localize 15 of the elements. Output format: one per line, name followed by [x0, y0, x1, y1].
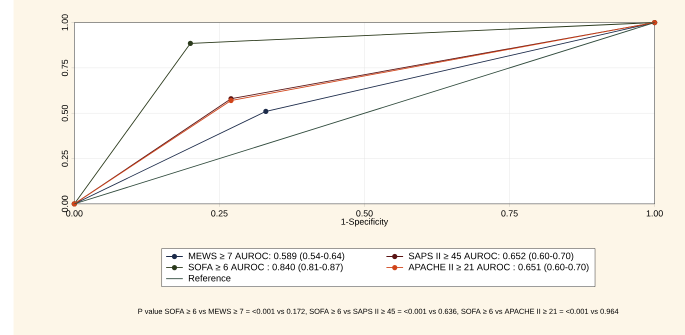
x-tick-label: 1.00 — [646, 210, 663, 216]
x-tick-label: 0.50 — [356, 210, 373, 216]
legend-label: Reference — [188, 274, 231, 282]
y-tick-label: 0.25 — [62, 150, 68, 167]
x-axis-title: 1-Specificity — [341, 218, 388, 226]
legend-label: MEWS ≥ 7 AUROC: 0.589 (0.54-0.64) — [188, 252, 344, 261]
x-tick-label: 0.75 — [501, 210, 518, 216]
legend-label: SAPS II ≥ 45 AUROC: 0.652 (0.60-0.70) — [408, 252, 574, 261]
x-tick-label: 0.25 — [211, 210, 228, 216]
y-tick-label: 1.00 — [62, 14, 68, 30]
y-tick-label: 0.75 — [62, 60, 68, 76]
legend-label: APACHE II ≥ 21 AUROC : 0.651 (0.60-0.70) — [408, 263, 589, 272]
legend-label: SOFA ≥ 6 AUROC : 0.840 (0.81-0.87) — [188, 263, 343, 272]
x-tick-label: 0.00 — [66, 210, 83, 216]
y-tick-label: 0.50 — [62, 104, 68, 122]
